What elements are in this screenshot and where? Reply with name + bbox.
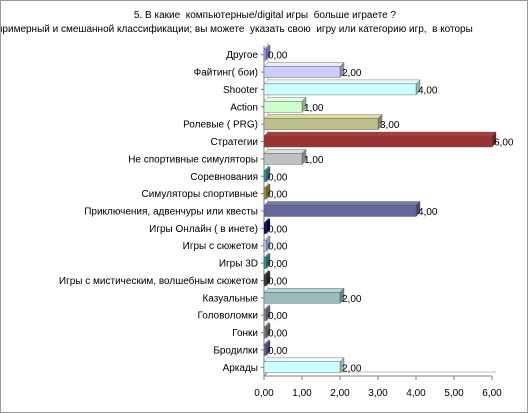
data-label: 0,00 (268, 329, 288, 340)
bar (263, 309, 267, 321)
data-label: 1,00 (304, 155, 324, 166)
x-tick-label: 0,00 (254, 388, 274, 399)
bar (263, 292, 341, 304)
bar (263, 170, 267, 182)
data-label: 0,00 (268, 311, 288, 322)
data-label: 0,00 (268, 172, 288, 183)
bar (263, 153, 303, 165)
category-label: Приключения, адвенчуры или квесты (84, 207, 258, 218)
chart-title: 5. В какие компьютерные/digital игры бол… (133, 10, 397, 21)
data-label: 0,00 (268, 242, 288, 253)
data-label: 2,00 (342, 68, 362, 79)
bar (263, 187, 267, 200)
x-tick-label: 3,00 (368, 388, 388, 399)
data-label: 0,00 (268, 51, 288, 62)
data-label: 3,00 (380, 120, 400, 131)
data-label: 2,00 (342, 363, 362, 374)
data-label: 0,00 (268, 259, 288, 270)
category-label: Гонки (232, 328, 258, 339)
bar (263, 257, 267, 269)
bar (263, 274, 267, 287)
bar (263, 83, 417, 96)
data-label: 0,00 (268, 224, 288, 235)
category-label: Игры с мистическим, волшебным сюжетом (59, 275, 258, 287)
data-label: 4,00 (418, 85, 438, 96)
x-tick-label: 5,00 (444, 388, 464, 399)
data-label: 4,00 (418, 207, 438, 218)
bar (263, 135, 493, 148)
category-label: Action (230, 102, 258, 113)
bar (263, 118, 379, 130)
data-label: 0,00 (268, 190, 288, 201)
bar (263, 101, 303, 113)
bar (263, 66, 341, 78)
data-label: 0,00 (268, 346, 288, 357)
category-label: Игры Онлайн ( в инете) (149, 224, 258, 235)
category-label: Казуальные (202, 293, 258, 304)
category-label: Файтинг( бои) (194, 67, 258, 79)
bar (263, 361, 341, 374)
bar-top (263, 79, 421, 85)
data-label: 0,00 (268, 276, 288, 287)
category-label: Другое (226, 50, 258, 61)
chart-subtitle: примерный и смешанной классификации; вы … (0, 24, 473, 35)
bar (263, 240, 267, 252)
data-label: 1,00 (304, 103, 324, 114)
category-label: Ролевые ( PRG) (183, 120, 258, 131)
bar (263, 222, 267, 235)
category-label: Игры с сюжетом (183, 241, 258, 252)
bar-top (263, 357, 345, 363)
x-tick-label: 2,00 (330, 388, 350, 399)
category-label: Не спортивные симуляторы (128, 154, 258, 165)
bar (263, 344, 267, 356)
category-label: Аркады (223, 363, 258, 374)
bar (263, 205, 417, 217)
bar-top (263, 131, 497, 137)
bar-top (263, 149, 307, 154)
x-tick-label: 4,00 (406, 388, 426, 399)
x-tick-label: 6,00 (482, 388, 502, 399)
category-label: Бродилки (213, 345, 258, 356)
bar-top (263, 114, 383, 119)
data-label: 2,00 (342, 294, 362, 305)
bar-top (263, 62, 345, 67)
category-label: Соревнования (190, 172, 258, 183)
bar (263, 48, 267, 61)
category-label: Симуляторы спортивные (142, 189, 259, 200)
category-label: Shooter (223, 85, 259, 96)
category-label: Стратегии (210, 137, 258, 148)
category-label: Головоломки (198, 311, 258, 322)
category-label: Игры 3D (219, 259, 258, 270)
bar-top (263, 201, 421, 206)
bar-top (263, 97, 307, 102)
bar-top (263, 288, 345, 293)
data-label: 6,00 (494, 138, 514, 149)
x-tick-label: 1,00 (292, 388, 312, 399)
bar (263, 326, 267, 339)
